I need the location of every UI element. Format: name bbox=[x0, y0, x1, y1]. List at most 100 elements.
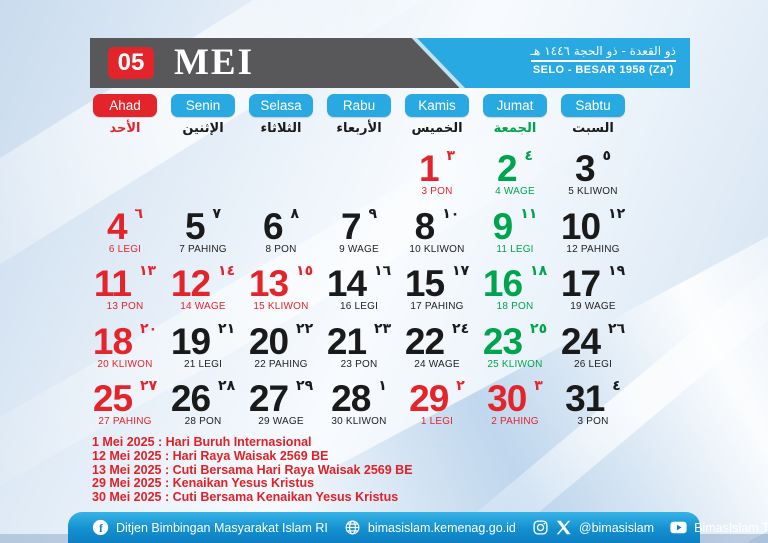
day-cell: 9 ١١ 11 LEGI bbox=[476, 204, 554, 262]
day-number: 22 bbox=[404, 320, 445, 362]
youtube-icon bbox=[670, 519, 687, 536]
hijri-day-superscript: ٢٧ bbox=[140, 378, 158, 395]
holiday-note-line: 30 Mei 2025 : Cuti Bersama Kenaikan Yesu… bbox=[92, 490, 399, 505]
day-number: 26 bbox=[170, 378, 211, 420]
hijri-day-superscript: ٢٦ bbox=[608, 320, 626, 337]
footer-item: BimasIslam TV bbox=[670, 519, 768, 536]
day-cell: 15 ١٧ 17 PAHING bbox=[398, 261, 476, 319]
pasaran-label: 3 PON bbox=[577, 416, 609, 428]
pasaran-label: 14 WAGE bbox=[180, 301, 226, 313]
day-number-group: 28 ١ bbox=[331, 378, 387, 418]
weekday-arabic-label: الأحد bbox=[109, 121, 141, 136]
pasaran-label: 11 LEGI bbox=[496, 243, 534, 255]
day-number: 25 bbox=[92, 378, 133, 420]
pasaran-label: 12 PAHING bbox=[566, 243, 620, 255]
day-number-group: 16 ١٨ bbox=[482, 263, 547, 305]
weekday-name-button: Jumat bbox=[483, 94, 547, 117]
pasaran-label: 27 PAHING bbox=[98, 416, 152, 428]
footer-item: @bimasislam bbox=[555, 519, 654, 536]
day-cell: 21 ٢٣ 23 PON bbox=[320, 319, 398, 377]
hijri-day-superscript: ١٧ bbox=[452, 263, 470, 280]
day-cell: 20 ٢٢ 22 PAHING bbox=[242, 319, 320, 377]
day-number-group: 13 ١٥ bbox=[248, 263, 314, 305]
month-number: 05 bbox=[117, 49, 145, 76]
footer-item-label: bimasislam.kemenag.go.id bbox=[367, 520, 516, 535]
day-number: 14 bbox=[326, 263, 367, 305]
pasaran-label: 1 LEGI bbox=[420, 416, 454, 428]
day-cell: 16 ١٨ 18 PON bbox=[476, 261, 554, 319]
day-cell bbox=[242, 146, 320, 204]
weekday-arabic-label: الإثنين bbox=[182, 121, 224, 136]
footer-bar: f Ditjen Bimbingan Masyarakat Islam RI b… bbox=[68, 512, 768, 543]
hijri-day-superscript: ٢٩ bbox=[296, 378, 314, 395]
day-cell: 14 ١٦ 16 LEGI bbox=[320, 261, 398, 319]
day-number: 10 bbox=[560, 205, 601, 247]
hijri-header: ذو القعدة - ذو الحجة ١٤٤٦ هـ SELO - BESA… bbox=[530, 44, 676, 76]
pasaran-label: 5 KLIWON bbox=[568, 186, 618, 197]
day-number-group: 26 ٢٨ bbox=[170, 378, 235, 420]
day-number: 19 bbox=[170, 320, 211, 362]
day-cell: 10 ١٢ 12 PAHING bbox=[554, 204, 632, 262]
hijri-day-superscript: ٢ bbox=[456, 378, 465, 395]
day-number: 7 bbox=[340, 205, 362, 247]
day-number: 21 bbox=[326, 320, 367, 362]
hijri-month-label: ذو القعدة - ذو الحجة ١٤٤٦ هـ bbox=[530, 44, 676, 62]
day-number-group: 23 ٢٥ bbox=[482, 320, 547, 362]
day-number: 13 bbox=[248, 263, 289, 305]
day-number-group: 2 ٤ bbox=[496, 148, 533, 189]
day-number: 9 bbox=[492, 205, 514, 247]
day-number: 1 bbox=[418, 148, 440, 189]
day-number-group: 10 ١٢ bbox=[560, 205, 625, 247]
pasaran-label: 3 PON bbox=[421, 186, 453, 197]
globe-icon bbox=[344, 519, 361, 536]
header-hijri-panel bbox=[417, 38, 690, 88]
weekday-column-header: Jumat الجمعة bbox=[476, 94, 554, 136]
day-number: 29 bbox=[409, 378, 449, 420]
weekday-column-header: Sabtu السبت bbox=[554, 94, 632, 136]
hijri-day-superscript: ٣ bbox=[446, 148, 456, 164]
day-number-group: 27 ٢٩ bbox=[249, 378, 314, 418]
month-header-bar: 05 MEI ذو القعدة - ذو الحجة ١٤٤٦ هـ SELO… bbox=[90, 38, 690, 88]
holiday-notes: 1 Mei 2025 : Hari Buruh Internasional 12… bbox=[92, 435, 413, 505]
instagram-icon bbox=[532, 519, 549, 536]
day-cell: 12 ١٤ 14 WAGE bbox=[164, 261, 242, 319]
month-title: MEI bbox=[174, 42, 254, 83]
weekday-name-button: Selasa bbox=[249, 94, 313, 117]
hijri-day-superscript: ١٥ bbox=[296, 263, 314, 280]
holiday-note-line: 29 Mei 2025 : Kenaikan Yesus Kristus bbox=[92, 476, 315, 491]
day-number: 31 bbox=[565, 378, 605, 420]
day-number: 5 bbox=[184, 205, 206, 247]
day-number: 16 bbox=[482, 263, 523, 305]
day-number: 18 bbox=[92, 320, 133, 362]
weekday-column-header: Senin الإثنين bbox=[164, 94, 242, 136]
weekday-arabic-label: الثلاثاء bbox=[260, 121, 302, 136]
day-number-group: 29 ٢ bbox=[409, 378, 465, 420]
hijri-day-superscript: ١٣ bbox=[139, 263, 157, 280]
pasaran-label: 30 KLIWON bbox=[331, 416, 387, 428]
weekday-column-header: Ahad الأحد bbox=[86, 94, 164, 136]
holiday-note-line: 13 Mei 2025 : Cuti Bersama Hari Raya Wai… bbox=[92, 462, 413, 477]
day-number: 3 bbox=[574, 148, 596, 189]
pasaran-label: 15 KLIWON bbox=[253, 301, 309, 313]
day-number: 2 bbox=[496, 148, 518, 189]
day-number-group: 21 ٢٣ bbox=[326, 320, 391, 362]
hijri-day-superscript: ٢١ bbox=[218, 320, 236, 337]
pasaran-label: 21 LEGI bbox=[183, 358, 223, 370]
day-number: 6 bbox=[262, 205, 284, 247]
day-number: 23 bbox=[482, 320, 523, 362]
day-number-group: 18 ٢٠ bbox=[92, 320, 158, 362]
weekday-arabic-label: الخميس bbox=[411, 121, 463, 136]
hijri-day-superscript: ٩ bbox=[368, 205, 378, 222]
day-number-group: 20 ٢٢ bbox=[249, 321, 313, 361]
day-cell: 7 ٩ 9 WAGE bbox=[320, 204, 398, 262]
day-number-group: 6 ٨ bbox=[262, 205, 300, 247]
hijri-day-superscript: ٢٠ bbox=[140, 320, 158, 337]
pasaran-label: 10 KLIWON bbox=[409, 243, 465, 255]
svg-text:f: f bbox=[99, 523, 103, 535]
day-number-group: 8 ١٠ bbox=[415, 206, 460, 246]
pasaran-label: 17 PAHING bbox=[410, 301, 464, 313]
hijri-day-superscript: ٨ bbox=[290, 205, 300, 222]
pasaran-label: 6 LEGI bbox=[108, 243, 142, 255]
day-number-group: 31 ٤ bbox=[565, 378, 621, 420]
day-cell: 5 ٧ 7 PAHING bbox=[164, 204, 242, 262]
